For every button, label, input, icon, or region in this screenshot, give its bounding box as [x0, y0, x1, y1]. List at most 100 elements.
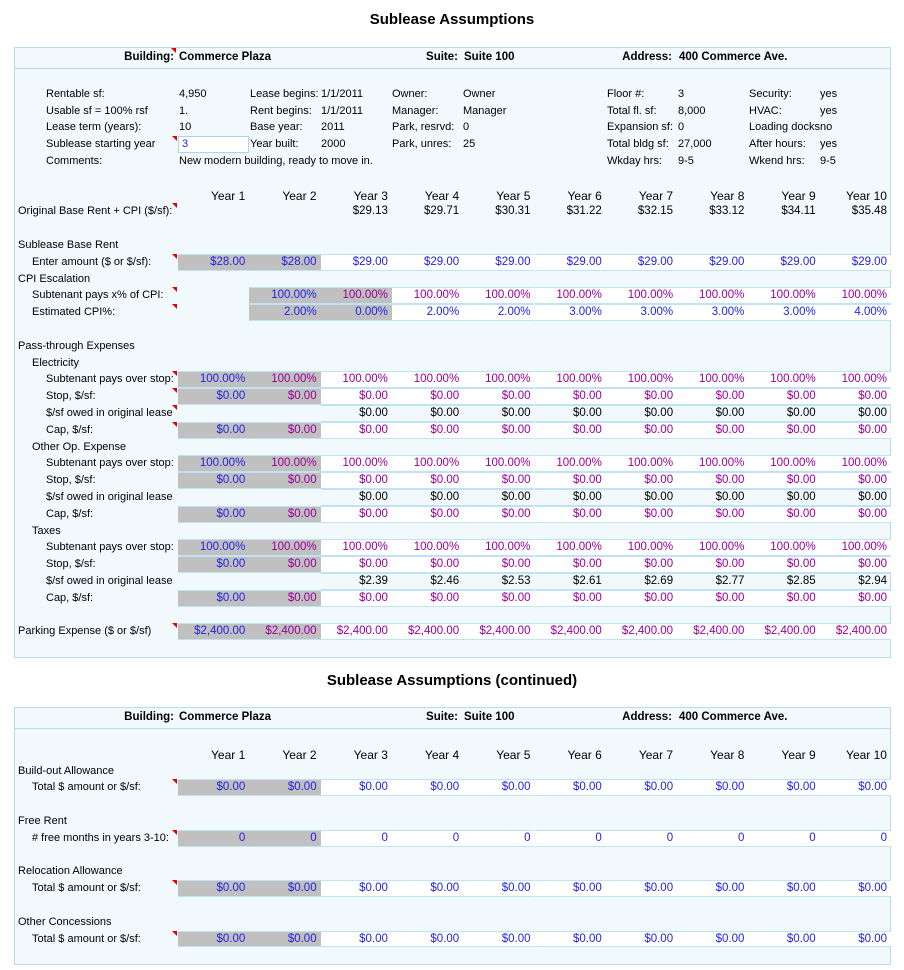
year-4-cell[interactable]: $0.00 [391, 472, 464, 489]
sublease-starting-year-input[interactable]: 3 [178, 136, 249, 153]
year-4-cell[interactable]: $0.00 [391, 421, 464, 439]
year-3-cell[interactable]: 0 [320, 829, 392, 847]
year-8-cell[interactable]: $0.00 [677, 556, 749, 573]
year-8-cell[interactable]: 100.00% [677, 455, 749, 473]
year-2-cell[interactable]: $2,400.00 [249, 623, 321, 641]
year-8-cell[interactable]: $0.00 [677, 589, 749, 607]
year-7-cell[interactable]: 100.00% [605, 287, 678, 305]
year-5-cell[interactable]: $29.00 [463, 253, 535, 271]
year-10-cell[interactable]: 100.00% [819, 455, 891, 473]
year-8-cell[interactable]: $0.00 [677, 779, 749, 797]
year-5-cell[interactable]: $2,400.00 [463, 623, 535, 641]
year-7-cell[interactable]: $0.00 [605, 421, 678, 439]
year-2-cell[interactable]: 0 [249, 829, 321, 847]
year-5-cell[interactable]: $0.00 [463, 388, 535, 405]
comment-indicator-icon[interactable] [172, 623, 177, 629]
year-4-cell[interactable]: 100.00% [391, 539, 464, 557]
year-9-cell[interactable]: $0.00 [748, 421, 820, 439]
year-5-cell[interactable]: 100.00% [463, 455, 535, 473]
year-5-cell[interactable]: $0.00 [463, 880, 535, 897]
year-2-cell[interactable]: $0.00 [249, 556, 321, 573]
comment-indicator-icon[interactable] [172, 136, 177, 142]
year-9-cell[interactable]: 100.00% [748, 539, 820, 557]
comment-indicator-icon[interactable] [172, 880, 177, 886]
comment-indicator-icon[interactable] [171, 48, 176, 53]
year-6-cell[interactable]: $0.00 [534, 779, 606, 797]
year-1-cell[interactable]: $0.00 [178, 556, 250, 573]
year-1-cell[interactable]: $0.00 [178, 472, 250, 489]
year-2-cell[interactable]: $0.00 [249, 421, 321, 439]
year-10-cell[interactable]: 100.00% [819, 539, 891, 557]
year-1-cell[interactable]: $0.00 [178, 421, 250, 439]
year-6-cell[interactable]: 0 [534, 829, 606, 847]
year-3-cell[interactable]: $0.00 [320, 880, 392, 897]
year-9-cell[interactable]: $0.00 [748, 388, 820, 405]
year-7-cell[interactable]: $0.00 [605, 388, 678, 405]
year-7-cell[interactable]: $0.00 [605, 505, 678, 523]
year-3-cell[interactable]: $0.00 [320, 589, 392, 607]
year-4-cell[interactable]: $0.00 [391, 880, 464, 897]
year-7-cell[interactable]: 100.00% [605, 371, 678, 389]
year-7-cell[interactable]: $0.00 [605, 779, 678, 797]
year-5-cell[interactable]: $0.00 [463, 779, 535, 797]
address-value[interactable]: 400 Commerce Ave. [679, 51, 788, 63]
year-6-cell[interactable]: $0.00 [534, 472, 606, 489]
year-4-cell[interactable]: 2.00% [391, 304, 464, 321]
year-4-cell[interactable]: $0.00 [391, 388, 464, 405]
comment-indicator-icon[interactable] [172, 203, 177, 209]
year-9-cell[interactable]: 100.00% [748, 287, 820, 305]
year-5-cell[interactable]: 100.00% [463, 539, 535, 557]
year-3-cell[interactable]: $0.00 [320, 421, 392, 439]
year-4-cell[interactable]: $0.00 [391, 505, 464, 523]
year-3-cell[interactable]: $0.00 [320, 505, 392, 523]
year-1-cell[interactable]: $0.00 [178, 930, 250, 948]
year-2-cell[interactable]: 100.00% [249, 287, 321, 305]
year-10-cell[interactable]: 0 [819, 829, 891, 847]
year-6-cell[interactable]: $29.00 [534, 253, 606, 271]
year-10-cell[interactable]: $0.00 [819, 589, 891, 607]
year-6-cell[interactable]: $0.00 [534, 505, 606, 523]
comment-indicator-icon[interactable] [172, 253, 177, 259]
year-10-cell[interactable]: $0.00 [819, 472, 891, 489]
year-3-cell[interactable]: 100.00% [320, 287, 392, 305]
year-7-cell[interactable]: $0.00 [605, 589, 678, 607]
year-2-cell[interactable]: $0.00 [249, 472, 321, 489]
year-9-cell[interactable]: 0 [748, 829, 820, 847]
year-6-cell[interactable]: 100.00% [534, 539, 606, 557]
year-1-cell[interactable]: 100.00% [178, 371, 250, 389]
year-10-cell[interactable]: 4.00% [819, 304, 891, 321]
year-8-cell[interactable]: 100.00% [677, 539, 749, 557]
year-2-cell[interactable]: $0.00 [249, 880, 321, 897]
year-4-cell[interactable]: $0.00 [391, 556, 464, 573]
year-5-cell[interactable]: 2.00% [463, 304, 535, 321]
year-2-cell[interactable]: $28.00 [249, 253, 321, 271]
year-2-cell[interactable]: $0.00 [249, 505, 321, 523]
comment-indicator-icon[interactable] [172, 304, 177, 310]
year-6-cell[interactable]: $0.00 [534, 589, 606, 607]
year-10-cell[interactable]: $0.00 [819, 880, 891, 897]
year-3-cell[interactable]: $0.00 [320, 472, 392, 489]
year-3-cell[interactable]: $0.00 [320, 388, 392, 405]
suite-value[interactable]: Suite 100 [464, 711, 515, 723]
year-4-cell[interactable]: $29.00 [391, 253, 464, 271]
comment-indicator-icon[interactable] [172, 421, 177, 427]
year-3-cell[interactable]: 0.00% [320, 304, 392, 321]
year-3-cell[interactable]: $2,400.00 [320, 623, 392, 641]
year-6-cell[interactable]: $2,400.00 [534, 623, 606, 641]
year-7-cell[interactable]: 3.00% [605, 304, 678, 321]
year-8-cell[interactable]: $2,400.00 [677, 623, 749, 641]
year-5-cell[interactable]: $0.00 [463, 472, 535, 489]
year-6-cell[interactable]: 100.00% [534, 371, 606, 389]
year-3-cell[interactable]: $0.00 [320, 930, 392, 948]
comment-indicator-icon[interactable] [172, 388, 177, 394]
year-8-cell[interactable]: $0.00 [677, 388, 749, 405]
year-3-cell[interactable]: $0.00 [320, 779, 392, 797]
year-3-cell[interactable]: $0.00 [320, 556, 392, 573]
year-4-cell[interactable]: $0.00 [391, 779, 464, 797]
year-3-cell[interactable]: 100.00% [320, 539, 392, 557]
address-value[interactable]: 400 Commerce Ave. [679, 711, 788, 723]
year-5-cell[interactable]: $0.00 [463, 589, 535, 607]
building-value[interactable]: Commerce Plaza [179, 51, 272, 63]
year-6-cell[interactable]: $0.00 [534, 880, 606, 897]
year-5-cell[interactable]: 100.00% [463, 371, 535, 389]
